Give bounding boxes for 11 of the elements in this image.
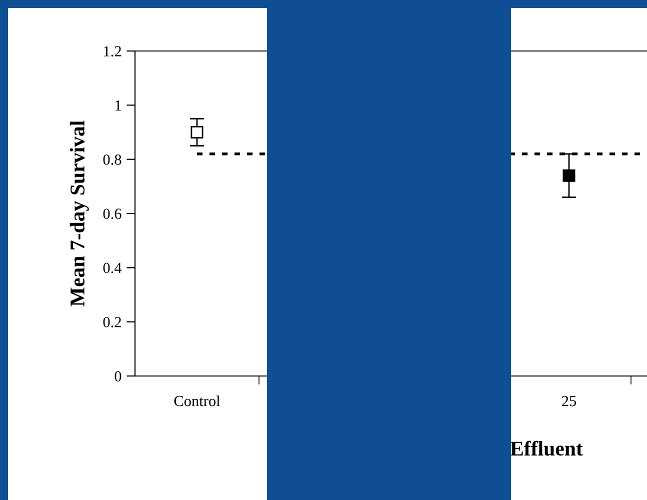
y-tick-label: 1.2 [104, 46, 121, 57]
y-tick-label: 1 [116, 100, 121, 110]
y-tick-label: 0.2 [103, 316, 121, 328]
y-tick-label: 0 [114, 371, 122, 382]
x-tick-label: Control [174, 395, 220, 406]
y-tick-label: 0.8 [103, 154, 122, 165]
y-tick-label: 0.6 [103, 208, 122, 220]
y-axis-title: Mean 7-day Survival [70, 120, 89, 306]
x-tick-label: 25 [562, 396, 576, 406]
x-axis-title: Effluent [510, 440, 583, 456]
y-tick-label: 0.4 [103, 262, 122, 274]
